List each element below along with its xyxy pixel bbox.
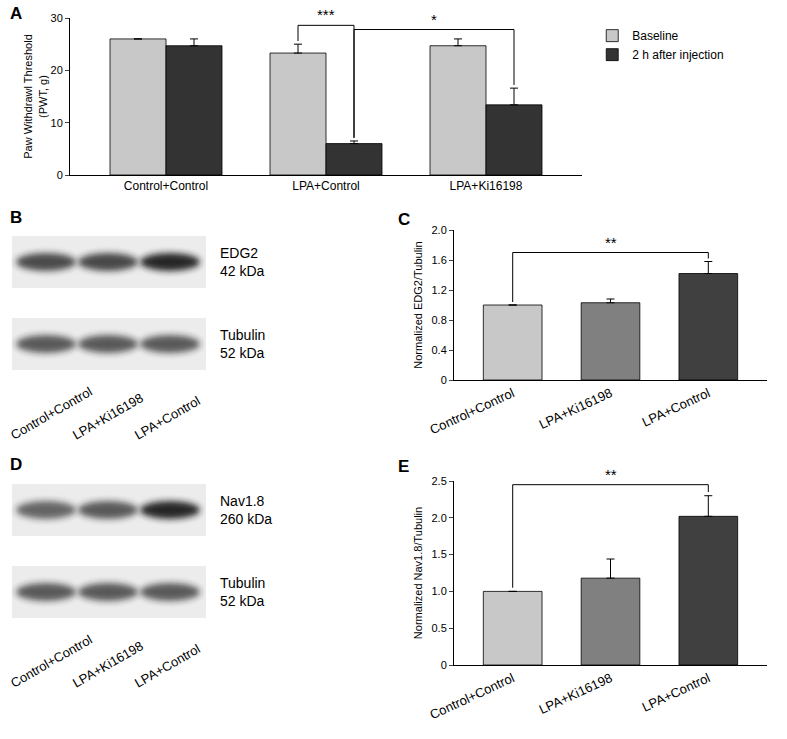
- svg-text:LPA+Ki16198: LPA+Ki16198: [70, 638, 146, 691]
- svg-text:52 kDa: 52 kDa: [220, 593, 265, 609]
- svg-text:**: **: [605, 466, 617, 483]
- svg-text:0: 0: [441, 659, 447, 671]
- svg-text:42 kDa: 42 kDa: [220, 263, 265, 279]
- svg-text:10: 10: [51, 117, 63, 129]
- svg-text:Control+Control: Control+Control: [428, 670, 517, 722]
- svg-text:2.0: 2.0: [432, 512, 447, 524]
- svg-text:260 kDa: 260 kDa: [220, 511, 272, 527]
- svg-text:LPA+Ki16198: LPA+Ki16198: [70, 390, 146, 443]
- svg-text:Tubulin: Tubulin: [220, 575, 265, 591]
- svg-text:1.0: 1.0: [432, 585, 447, 597]
- svg-text:EDG2: EDG2: [220, 245, 258, 261]
- html-text:C: C: [398, 210, 411, 229]
- html-text:A: A: [10, 4, 23, 23]
- svg-text:LPA+Control: LPA+Control: [132, 393, 203, 443]
- html-text:E: E: [398, 457, 410, 476]
- svg-text:2.0: 2.0: [432, 224, 447, 236]
- svg-text:Paw Withdrawl Threshold(PWT, g: Paw Withdrawl Threshold(PWT, g): [22, 34, 48, 159]
- svg-text:*: *: [431, 11, 437, 28]
- html-text:B: B: [10, 208, 23, 227]
- svg-text:Control+Control: Control+Control: [428, 385, 517, 437]
- svg-text:1.2: 1.2: [432, 284, 447, 296]
- svg-text:LPA+Ki16198: LPA+Ki16198: [537, 385, 615, 432]
- svg-text:LPA+Control: LPA+Control: [640, 385, 713, 430]
- svg-text:Control+Control: Control+Control: [8, 383, 95, 443]
- svg-text:Nav1.8: Nav1.8: [220, 493, 265, 509]
- svg-text:0.5: 0.5: [432, 622, 447, 634]
- html-text:D: D: [10, 455, 23, 474]
- svg-text:Normalized Nav1.8/Tubulin: Normalized Nav1.8/Tubulin: [412, 507, 424, 639]
- svg-text:30: 30: [51, 12, 63, 24]
- svg-text:2.5: 2.5: [432, 475, 447, 487]
- svg-text:LPA+Ki16198: LPA+Ki16198: [537, 670, 615, 717]
- svg-text:Tubulin: Tubulin: [220, 327, 265, 343]
- svg-text:LPA+Control: LPA+Control: [292, 179, 359, 193]
- svg-text:0: 0: [441, 374, 447, 386]
- svg-text:LPA+Control: LPA+Control: [640, 670, 713, 715]
- svg-text:0.4: 0.4: [432, 344, 447, 356]
- svg-text:Normalized EDG2/Tubulin: Normalized EDG2/Tubulin: [412, 241, 424, 368]
- svg-text:52 kDa: 52 kDa: [220, 345, 265, 361]
- svg-text:1.6: 1.6: [432, 254, 447, 266]
- svg-text:LPA+Ki16198: LPA+Ki16198: [450, 179, 523, 193]
- svg-text:**: **: [605, 234, 617, 251]
- svg-text:Baseline: Baseline: [632, 29, 678, 43]
- svg-text:***: ***: [317, 6, 335, 23]
- svg-text:LPA+Control: LPA+Control: [132, 641, 203, 691]
- svg-text:20: 20: [51, 64, 63, 76]
- svg-text:Control+Control: Control+Control: [124, 179, 208, 193]
- svg-text:1.5: 1.5: [432, 548, 447, 560]
- svg-text:2 h after injection: 2 h after injection: [632, 48, 723, 62]
- svg-text:0: 0: [57, 169, 63, 181]
- svg-text:Control+Control: Control+Control: [8, 631, 95, 691]
- svg-text:0.8: 0.8: [432, 314, 447, 326]
